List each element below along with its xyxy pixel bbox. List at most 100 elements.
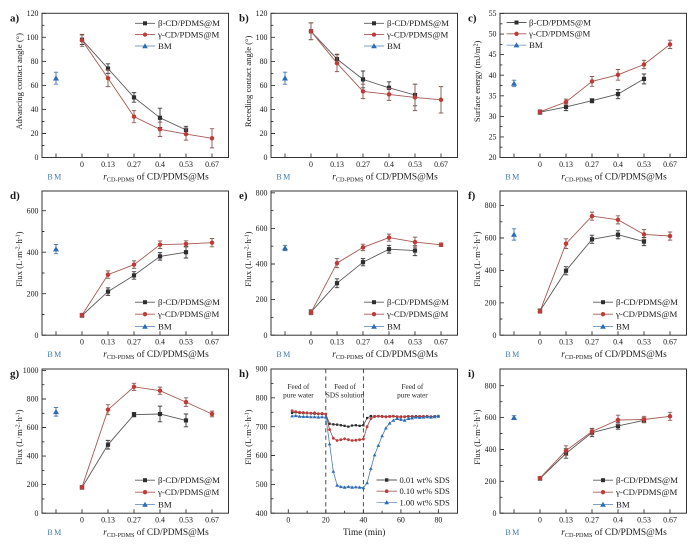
svg-text:100: 100 — [256, 33, 268, 42]
svg-text:0.53: 0.53 — [408, 338, 422, 347]
svg-text:BM: BM — [276, 350, 291, 359]
svg-text:0.13: 0.13 — [101, 516, 115, 525]
svg-text:0.53: 0.53 — [179, 516, 193, 525]
svg-text:200: 200 — [27, 480, 39, 489]
svg-text:0: 0 — [80, 160, 84, 169]
svg-text:600: 600 — [256, 224, 268, 233]
svg-text:0.27: 0.27 — [356, 160, 370, 169]
svg-text:55: 55 — [489, 9, 497, 18]
svg-text:0.4: 0.4 — [155, 516, 165, 525]
svg-text:20: 20 — [322, 516, 330, 525]
svg-text:200: 200 — [27, 289, 39, 298]
svg-text:0: 0 — [309, 338, 313, 347]
svg-text:BM: BM — [47, 172, 62, 181]
svg-text:20: 20 — [260, 129, 268, 138]
svg-text:BM: BM — [387, 41, 401, 51]
svg-text:d): d) — [10, 190, 20, 202]
svg-text:rCD-PDMS of CD/PDMS@Ms: rCD-PDMS of CD/PDMS@Ms — [561, 349, 667, 361]
svg-text:β-CD/PDMS@M: β-CD/PDMS@M — [158, 18, 220, 28]
svg-text:rCD-PDMS of CD/PDMS@Ms: rCD-PDMS of CD/PDMS@Ms — [332, 349, 438, 361]
svg-text:0.13: 0.13 — [101, 338, 115, 347]
svg-text:BM: BM — [616, 499, 630, 509]
svg-text:β-CD/PDMS@M: β-CD/PDMS@M — [158, 475, 220, 485]
svg-text:0.27: 0.27 — [585, 516, 599, 525]
svg-text:γ-CD/PDMS@M: γ-CD/PDMS@M — [157, 309, 220, 319]
svg-text:BM: BM — [47, 350, 62, 359]
svg-text:30: 30 — [489, 112, 497, 121]
svg-text:0: 0 — [35, 509, 39, 518]
svg-text:0.4: 0.4 — [384, 338, 394, 347]
svg-text:0.13: 0.13 — [101, 160, 115, 169]
svg-text:β-CD/PDMS@M: β-CD/PDMS@M — [387, 297, 449, 307]
svg-text:900: 900 — [256, 365, 268, 374]
svg-text:BM: BM — [158, 499, 172, 509]
svg-text:0: 0 — [80, 338, 84, 347]
svg-text:0.67: 0.67 — [434, 160, 448, 169]
svg-text:a): a) — [10, 13, 20, 25]
svg-text:Flux (L·m-2·h-1): Flux (L·m-2·h-1) — [243, 231, 253, 286]
svg-text:0: 0 — [286, 516, 290, 525]
svg-text:0.4: 0.4 — [613, 338, 623, 347]
svg-text:60: 60 — [31, 81, 39, 90]
svg-text:0.27: 0.27 — [356, 338, 370, 347]
svg-text:40: 40 — [359, 516, 367, 525]
svg-text:700: 700 — [256, 422, 268, 431]
svg-text:0.13: 0.13 — [330, 338, 344, 347]
svg-text:0.4: 0.4 — [155, 338, 165, 347]
svg-text:0.01 wt% SDS: 0.01 wt% SDS — [400, 475, 451, 485]
svg-text:20: 20 — [489, 153, 497, 162]
svg-text:600: 600 — [27, 206, 39, 215]
svg-text:800: 800 — [256, 188, 268, 197]
svg-text:Feed of: Feed of — [288, 383, 310, 391]
svg-text:80: 80 — [434, 516, 442, 525]
svg-text:BM: BM — [505, 350, 520, 359]
svg-text:0: 0 — [264, 331, 268, 340]
svg-text:0.27: 0.27 — [585, 338, 599, 347]
svg-text:0: 0 — [309, 160, 313, 169]
svg-text:rCD-PDMS of CD/PDMS@Ms: rCD-PDMS of CD/PDMS@Ms — [332, 171, 438, 183]
svg-text:0.67: 0.67 — [663, 516, 677, 525]
svg-text:f): f) — [468, 190, 476, 202]
svg-text:Flux (L·m-2·h-1): Flux (L·m-2·h-1) — [472, 409, 482, 464]
svg-text:rCD-PDMS of CD/PDMS@Ms: rCD-PDMS of CD/PDMS@Ms — [561, 527, 667, 539]
svg-text:40: 40 — [31, 105, 39, 114]
svg-text:β-CD/PDMS@M: β-CD/PDMS@M — [616, 297, 678, 307]
svg-text:0.10 wt% SDS: 0.10 wt% SDS — [400, 486, 451, 496]
svg-text:0.4: 0.4 — [613, 516, 623, 525]
svg-text:BM: BM — [505, 172, 520, 181]
svg-text:Flux (L·m-2·h-1): Flux (L·m-2·h-1) — [14, 409, 24, 464]
svg-text:β-CD/PDMS@M: β-CD/PDMS@M — [616, 475, 678, 485]
svg-text:200: 200 — [256, 295, 268, 304]
svg-text:600: 600 — [256, 451, 268, 460]
svg-text:Flux (L·m-2·h-1): Flux (L·m-2·h-1) — [243, 409, 253, 464]
svg-text:0.53: 0.53 — [408, 160, 422, 169]
svg-text:400: 400 — [27, 452, 39, 461]
svg-text:120: 120 — [256, 9, 268, 18]
svg-text:600: 600 — [27, 423, 39, 432]
svg-text:120: 120 — [27, 9, 39, 18]
svg-text:60: 60 — [397, 516, 405, 525]
svg-text:0.67: 0.67 — [205, 516, 219, 525]
svg-text:800: 800 — [485, 381, 497, 390]
svg-text:0.27: 0.27 — [127, 338, 141, 347]
svg-text:0.53: 0.53 — [179, 160, 193, 169]
svg-text:BM: BM — [276, 172, 291, 181]
svg-text:γ-CD/PDMS@M: γ-CD/PDMS@M — [386, 30, 449, 40]
svg-text:BM: BM — [47, 528, 62, 537]
svg-text:60: 60 — [260, 81, 268, 90]
svg-text:800: 800 — [256, 393, 268, 402]
svg-text:0.53: 0.53 — [179, 338, 193, 347]
svg-text:g): g) — [10, 368, 20, 380]
svg-text:400: 400 — [485, 266, 497, 275]
svg-text:rCD-PDMS of CD/PDMS@Ms: rCD-PDMS of CD/PDMS@Ms — [103, 527, 209, 539]
svg-text:i): i) — [468, 368, 475, 380]
svg-text:γ-CD/PDMS@M: γ-CD/PDMS@M — [615, 487, 678, 497]
svg-text:γ-CD/PDMS@M: γ-CD/PDMS@M — [615, 309, 678, 319]
svg-text:0.53: 0.53 — [637, 338, 651, 347]
svg-text:0.4: 0.4 — [155, 160, 165, 169]
svg-text:400: 400 — [27, 248, 39, 257]
svg-text:200: 200 — [485, 477, 497, 486]
svg-text:BM: BM — [505, 528, 520, 537]
svg-text:100: 100 — [27, 33, 39, 42]
svg-text:0.67: 0.67 — [663, 160, 677, 169]
